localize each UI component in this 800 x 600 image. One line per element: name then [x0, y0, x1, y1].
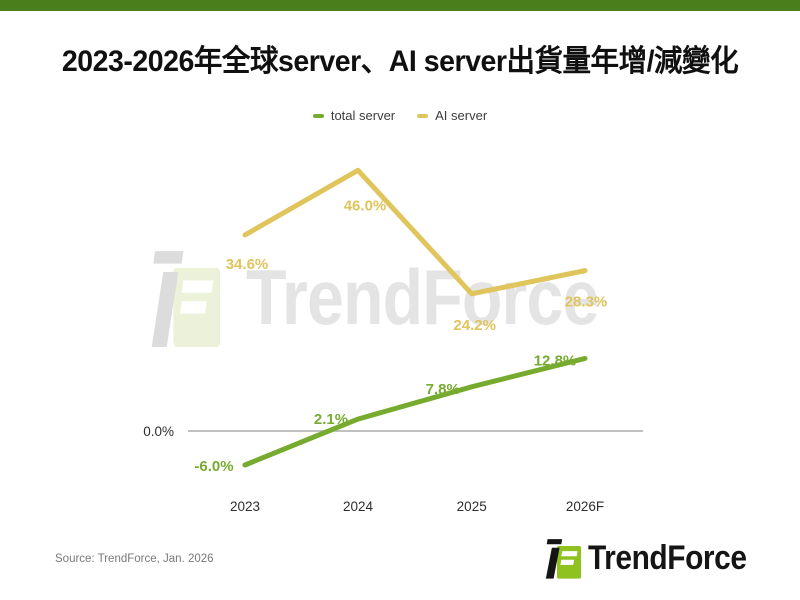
footer-logo-text: TrendForce — [588, 538, 747, 577]
legend-label-ai-server: AI server — [435, 108, 488, 123]
AI-server-data-label: 46.0% — [344, 197, 387, 214]
x-axis-label-2026F: 2026F — [566, 499, 604, 514]
legend-item-total-server: total server — [312, 108, 396, 123]
total-server-legend-dash-icon — [312, 113, 324, 118]
chart-legend: total server AI server — [0, 108, 800, 123]
legend-label-total-server: total server — [330, 108, 396, 123]
source-note: Source: TrendForce, Jan. 2026 — [55, 553, 214, 565]
trendforce-logo-icon — [545, 539, 581, 579]
total-server-data-label: 2.1% — [314, 411, 348, 428]
AI-server-data-label: 24.2% — [453, 317, 496, 334]
AI-server-data-label: 34.6% — [226, 256, 269, 273]
legend-item-ai-server: AI server — [417, 108, 487, 123]
footer-logo: TrendForce — [545, 537, 768, 579]
total-server-line — [242, 355, 588, 468]
top-accent-bar — [0, 0, 800, 11]
AI-server-line — [242, 167, 588, 297]
AI-server-data-label: 28.3% — [565, 294, 608, 311]
total-server-data-label: -6.0% — [194, 458, 233, 475]
zero-axis-label: 0.0% — [143, 424, 174, 439]
x-axis-label-2024: 2024 — [343, 499, 374, 514]
page-title: 2023-2026年全球server、AI server出貨量年增/減變化 — [61, 45, 739, 78]
x-axis-label-2023: 2023 — [230, 499, 260, 514]
x-axis-label-2025: 2025 — [457, 499, 487, 514]
total-server-data-label: 12.8% — [534, 352, 577, 369]
total-server-data-label: 7.8% — [426, 381, 460, 398]
ai-server-legend-dash-icon — [417, 113, 429, 118]
